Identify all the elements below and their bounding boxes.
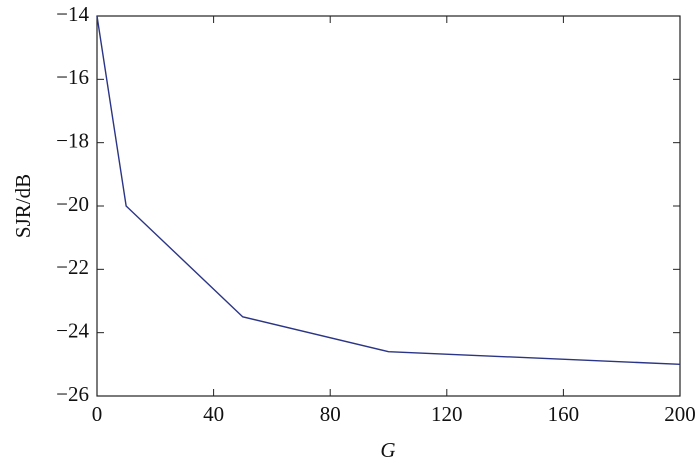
x-tick-label: 120: [431, 402, 463, 426]
y-axis-label: SJR/dB: [11, 174, 35, 238]
y-tick-label: −26: [56, 382, 89, 406]
y-tick-label: −24: [56, 318, 89, 342]
y-tick-label: −22: [56, 255, 89, 279]
x-axis-label: G: [380, 438, 395, 462]
x-tick-label: 0: [92, 402, 103, 426]
data-line: [96, 15, 681, 366]
y-tick-label: −14: [56, 2, 89, 26]
y-tick-label: −18: [56, 128, 89, 152]
x-tick-label: 80: [320, 402, 341, 426]
y-tick-label: −20: [56, 192, 89, 216]
plot-frame: [96, 15, 681, 397]
x-tick-label: 200: [664, 402, 696, 426]
y-tick-label: −16: [56, 65, 89, 89]
x-tick-label: 40: [203, 402, 224, 426]
x-tick-label: 160: [548, 402, 580, 426]
